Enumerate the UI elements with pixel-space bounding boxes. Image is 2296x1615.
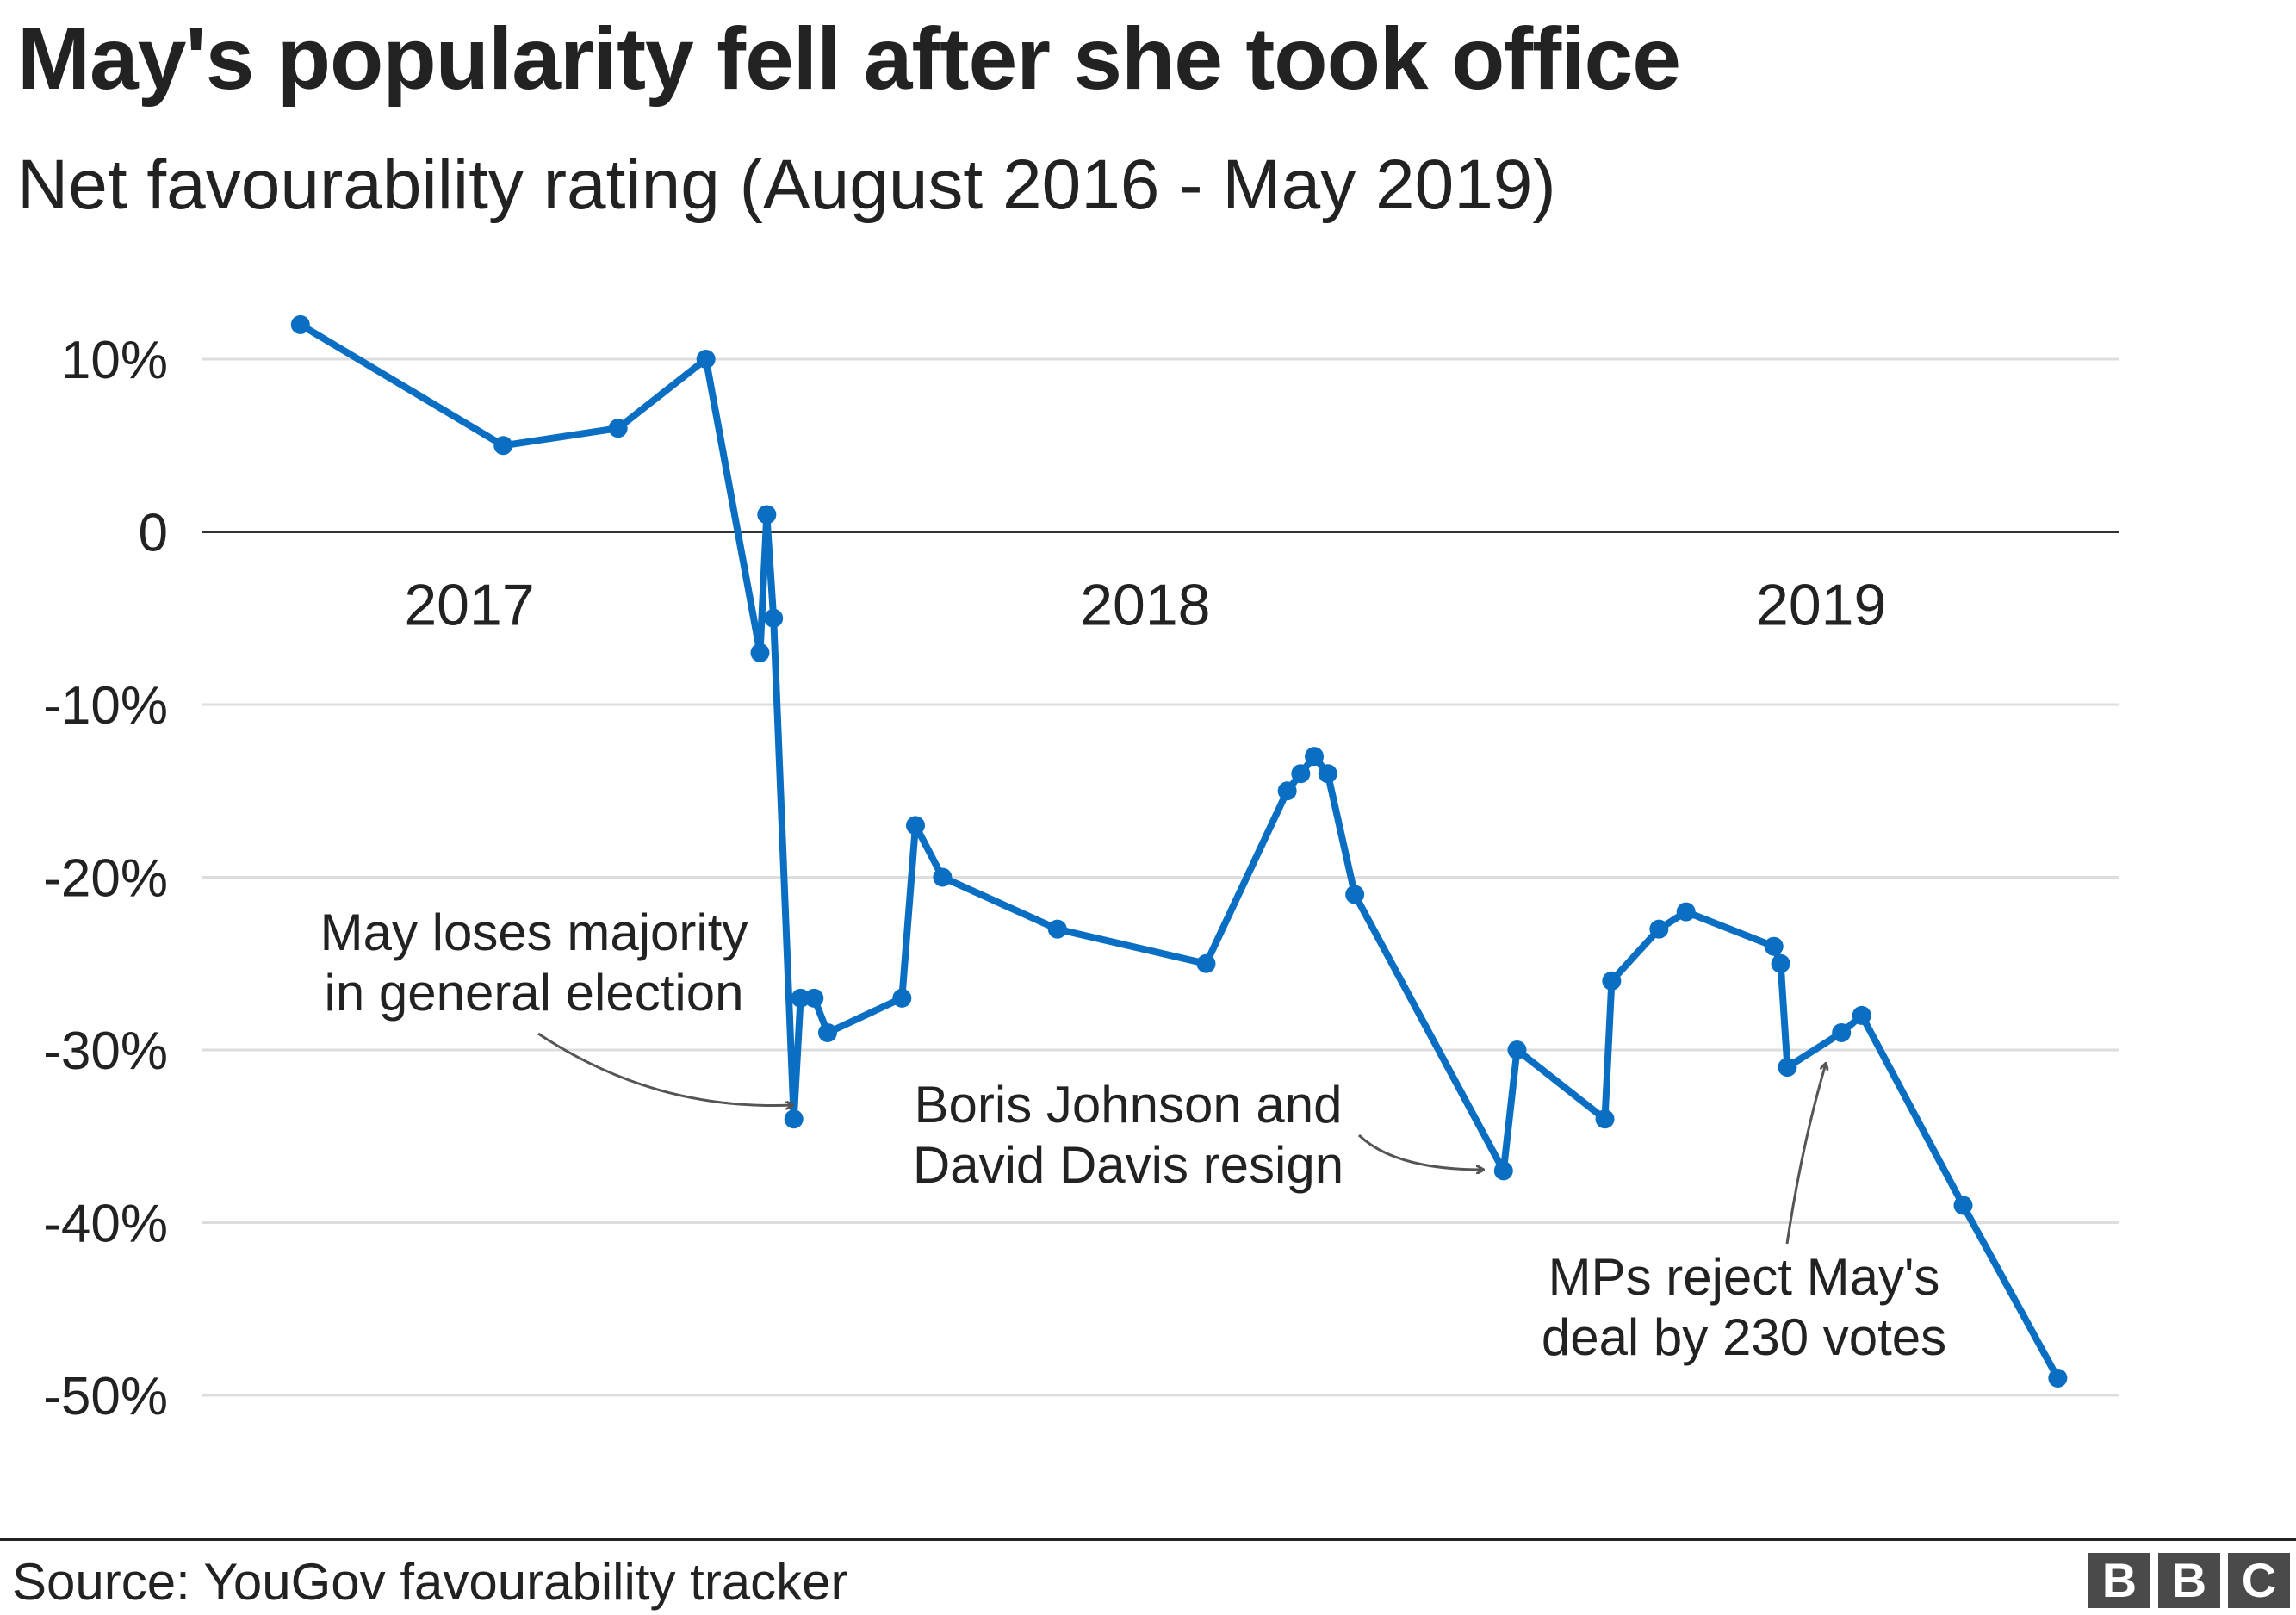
x-axis-tick-labels: 2017 2018 2019	[404, 573, 1886, 638]
data-point	[1676, 902, 1696, 922]
data-point	[1507, 1040, 1527, 1059]
chart-subtitle: Net favourability rating (August 2016 - …	[17, 146, 1556, 224]
y-tick-label: -50%	[43, 1367, 168, 1426]
data-point	[1771, 953, 1790, 973]
bbc-logo-letter-3: C	[2228, 1553, 2290, 1608]
bbc-logo: B B C	[2088, 1553, 2290, 1608]
data-point	[1649, 919, 1669, 939]
data-point	[757, 505, 777, 525]
y-tick-label: -20%	[43, 849, 168, 909]
x-tick-label: 2019	[1756, 573, 1886, 638]
data-point	[1305, 747, 1325, 767]
source-note: Source: YouGov favourability tracker	[12, 1553, 848, 1611]
data-point	[750, 643, 770, 662]
annotation-label: deal by 230 votes	[1542, 1308, 1946, 1366]
data-point	[1953, 1196, 1973, 1215]
footer-divider	[0, 1538, 2296, 1541]
data-point	[784, 1109, 804, 1129]
bbc-logo-letter-1: B	[2088, 1553, 2150, 1608]
chart-title: May's popularity fell after she took off…	[17, 9, 1681, 108]
data-point	[290, 314, 310, 334]
data-point	[892, 988, 912, 1008]
gridlines	[202, 357, 2119, 1397]
data-point	[791, 988, 810, 1008]
y-tick-label: 0	[139, 504, 168, 563]
annotation-arrow	[537, 1032, 792, 1106]
y-tick-label: -10%	[43, 676, 168, 736]
data-point	[1595, 1109, 1615, 1129]
data-point	[1196, 953, 1216, 973]
annotation-label: in general election	[324, 964, 743, 1022]
annotation-label: Boris Johnson and	[915, 1076, 1343, 1134]
data-point	[608, 419, 628, 438]
bbc-logo-letter-2: B	[2158, 1553, 2220, 1608]
x-tick-label: 2017	[404, 573, 534, 638]
y-axis-tick-labels: 10% 0 -10% -20% -30% -40% -50%	[43, 331, 168, 1426]
data-point	[1832, 1022, 1852, 1042]
data-point	[905, 816, 925, 835]
data-point	[933, 867, 953, 887]
data-point	[696, 350, 716, 369]
y-tick-label: 10%	[61, 331, 168, 390]
data-point	[1493, 1161, 1513, 1181]
x-tick-label: 2018	[1080, 573, 1210, 638]
annotation-label: David Davis resign	[913, 1136, 1343, 1194]
data-point	[764, 608, 784, 628]
data-point	[804, 988, 824, 1008]
data-point	[817, 1022, 837, 1042]
annotation-arrow	[1357, 1134, 1483, 1170]
annotation-arrow	[1785, 1064, 1826, 1245]
data-point	[1778, 1058, 1797, 1078]
y-tick-label: -30%	[43, 1022, 168, 1081]
data-point	[493, 436, 513, 456]
data-point	[1277, 781, 1297, 801]
data-point	[1345, 885, 1365, 904]
series-line	[296, 320, 2062, 1382]
series-net-favourability	[290, 314, 2068, 1388]
data-point	[1764, 936, 1784, 956]
data-point	[1318, 764, 1337, 784]
data-point	[1852, 1005, 1871, 1025]
data-point	[1047, 919, 1067, 939]
data-point	[2048, 1368, 2068, 1388]
y-tick-label: -40%	[43, 1195, 168, 1254]
annotation-label: May loses majority	[320, 904, 748, 961]
annotation-label: MPs reject May's	[1548, 1248, 1940, 1306]
data-point	[1291, 764, 1311, 784]
data-point	[1602, 971, 1622, 991]
